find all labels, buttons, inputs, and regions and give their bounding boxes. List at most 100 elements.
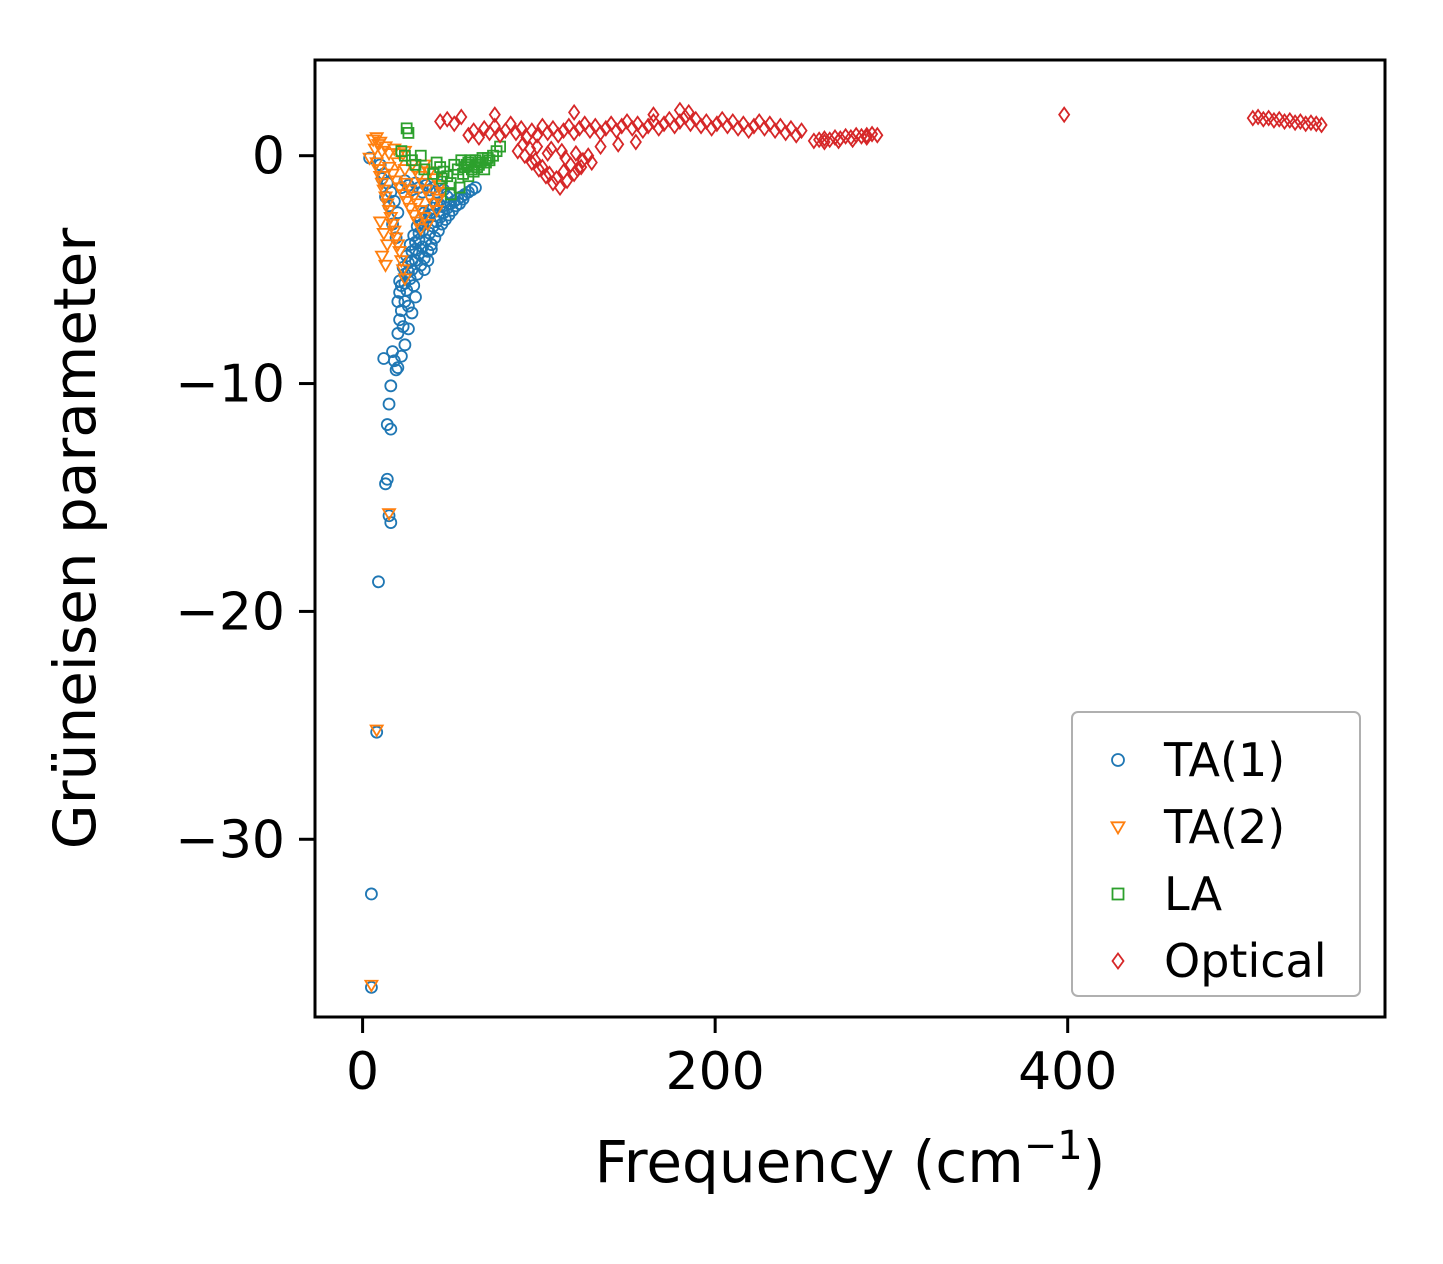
diamond-marker — [612, 135, 625, 153]
triangle-down-marker — [390, 157, 406, 171]
triangle-down-marker — [395, 189, 411, 203]
diamond-marker — [1257, 110, 1270, 128]
diamond-marker — [531, 126, 544, 144]
legend-label: TA(2) — [1163, 800, 1285, 854]
diamond-marker — [668, 117, 681, 135]
diamond-marker — [742, 122, 755, 140]
diamond-marker — [543, 165, 556, 183]
triangle-down-marker — [414, 177, 431, 191]
diamond-marker — [647, 106, 660, 124]
diamond-marker — [525, 153, 538, 172]
diamond-marker — [846, 131, 859, 149]
triangle-down-marker — [432, 180, 448, 194]
diamond-marker — [615, 117, 628, 135]
diamond-marker — [1299, 115, 1312, 133]
triangle-down-marker — [430, 193, 446, 207]
y-tick-label: −30 — [175, 810, 285, 870]
diamond-marker — [1058, 106, 1071, 124]
diamond-marker — [488, 117, 501, 135]
triangle-down-marker — [420, 218, 436, 232]
circle-marker — [431, 224, 445, 238]
triangle-down-marker — [383, 212, 399, 226]
diamond-marker — [552, 126, 565, 144]
diamond-marker — [779, 124, 792, 142]
circle-marker — [384, 422, 398, 436]
diamond-marker — [582, 147, 595, 165]
triangle-down-marker — [402, 184, 418, 198]
diamond-marker — [545, 140, 558, 158]
triangle-down-marker — [372, 170, 388, 184]
triangle-down-marker — [381, 148, 397, 162]
x-tick-label: 200 — [666, 1042, 765, 1102]
triangle-down-marker — [1109, 821, 1127, 836]
circle-marker — [382, 397, 396, 411]
y-tick-label: −20 — [175, 582, 285, 642]
series-TA(1) — [363, 151, 482, 994]
diamond-marker — [871, 126, 884, 144]
square-marker — [1111, 887, 1125, 901]
diamond-marker — [673, 112, 686, 131]
legend-label: TA(1) — [1163, 733, 1285, 787]
diamond-marker — [1267, 111, 1281, 129]
diamond-marker — [636, 122, 649, 140]
circle-marker — [402, 299, 415, 313]
diamond-marker — [583, 122, 597, 140]
diamond-marker — [599, 119, 612, 137]
diamond-marker — [768, 122, 782, 140]
triangle-down-marker — [370, 164, 387, 178]
diamond-marker — [795, 122, 808, 140]
legend-label: Optical — [1164, 934, 1326, 988]
diamond-marker — [515, 119, 528, 137]
triangle-down-marker — [381, 161, 397, 175]
triangle-down-marker — [413, 223, 429, 237]
triangle-down-marker — [369, 157, 385, 171]
square-marker — [402, 127, 415, 139]
diamond-marker — [576, 151, 590, 169]
triangle-down-marker — [376, 227, 392, 241]
series-Optical — [434, 101, 1328, 197]
triangle-down-marker — [418, 184, 434, 198]
diamond-marker — [525, 122, 538, 140]
triangle-down-marker — [381, 508, 397, 522]
triangle-down-marker — [393, 255, 409, 269]
circle-marker — [421, 254, 435, 267]
x-axis-label: Frequency (cm−1) — [595, 1123, 1106, 1196]
square-marker — [441, 170, 454, 183]
diamond-marker — [758, 119, 771, 137]
diamond-marker — [818, 133, 831, 151]
diamond-marker — [571, 160, 584, 178]
triangle-down-marker — [374, 250, 390, 264]
diamond-marker — [488, 106, 501, 124]
triangle-down-marker — [399, 196, 415, 210]
diamond-marker — [555, 142, 568, 160]
triangle-down-marker — [388, 232, 404, 246]
series-TA(2) — [362, 132, 450, 993]
circle-marker — [393, 313, 407, 327]
triangle-down-marker — [397, 273, 413, 287]
circle-marker — [377, 352, 391, 365]
triangle-down-marker — [416, 212, 432, 226]
diamond-marker — [694, 117, 708, 135]
circle-marker — [389, 363, 403, 377]
diamond-marker — [1315, 116, 1328, 134]
diamond-marker — [747, 117, 761, 135]
diamond-marker — [462, 126, 475, 144]
diamond-marker — [455, 108, 468, 126]
diamond-marker — [504, 115, 517, 133]
diamond-marker — [559, 149, 572, 167]
y-tick-label: −10 — [175, 355, 285, 415]
circle-marker — [424, 238, 438, 251]
triangle-down-marker — [429, 205, 445, 219]
diamond-marker — [652, 119, 665, 137]
triangle-down-marker — [395, 264, 411, 278]
circle-marker — [380, 472, 394, 486]
triangle-down-marker — [422, 191, 438, 205]
diamond-marker — [860, 128, 873, 147]
diamond-marker — [557, 163, 570, 181]
triangle-down-marker — [381, 205, 397, 219]
legend-box — [1071, 711, 1361, 997]
diamond-marker — [536, 158, 549, 176]
diamond-marker — [594, 138, 607, 156]
triangle-down-marker — [384, 168, 401, 182]
x-tick-label: 400 — [1018, 1042, 1117, 1102]
